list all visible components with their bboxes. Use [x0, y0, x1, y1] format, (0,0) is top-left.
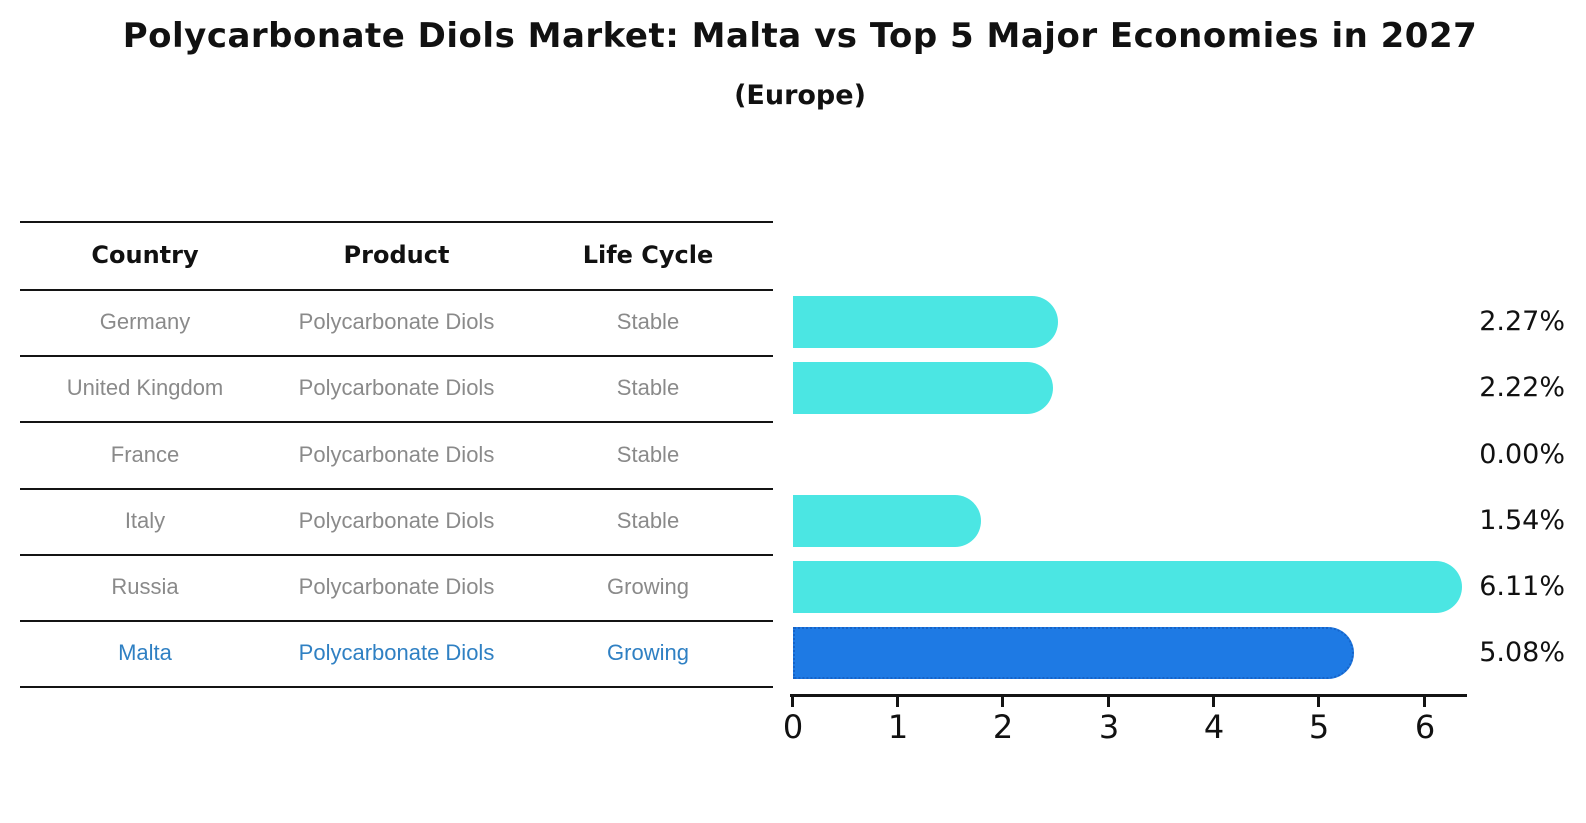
- cell-country: Malta: [118, 640, 172, 665]
- table-rule: [20, 421, 773, 423]
- x-axis-line: [790, 694, 1467, 697]
- x-axis-tick: [1001, 697, 1004, 707]
- value-label: 5.08%: [1479, 637, 1565, 668]
- bar-united-kingdom: [793, 362, 1053, 414]
- table-rule: [20, 488, 773, 490]
- column-header-country: Country: [91, 241, 199, 269]
- table-row: Italy Polycarbonate Diols Stable: [20, 488, 773, 554]
- cell-country: Germany: [99, 309, 191, 334]
- table-rule: [20, 620, 773, 622]
- cell-product: Polycarbonate Diols: [298, 441, 495, 467]
- bar-italy: [793, 495, 981, 547]
- cell-product: Polycarbonate Diols: [298, 375, 495, 400]
- cell-life-cycle: Growing: [607, 640, 689, 665]
- x-axis-tick-label: 1: [887, 708, 909, 746]
- value-label: 2.22%: [1479, 372, 1565, 403]
- x-axis-tick-label: 3: [1098, 708, 1120, 746]
- x-axis-tick: [1212, 697, 1215, 707]
- bar-russia: [793, 561, 1462, 613]
- cell-product: Polycarbonate Diols: [298, 508, 495, 533]
- column-header-product: Product: [343, 241, 450, 269]
- table-row: Russia Polycarbonate Diols Growing: [20, 554, 773, 620]
- table-row: Malta Polycarbonate Diols Growing: [20, 620, 773, 686]
- x-axis-tick: [1423, 697, 1426, 707]
- table-rule: [20, 554, 773, 556]
- table-row: United Kingdom Polycarbonate Diols Stabl…: [20, 355, 773, 421]
- table-row: France Polycarbonate Diols Stable: [20, 421, 773, 488]
- cell-country: Russia: [111, 574, 179, 599]
- x-axis-tick-label: 4: [1203, 708, 1225, 746]
- cell-life-cycle: Stable: [616, 375, 680, 400]
- cell-product: Polycarbonate Diols: [298, 309, 495, 334]
- x-axis-tick-label: 6: [1414, 708, 1436, 746]
- column-header-life-cycle: Life Cycle: [582, 241, 714, 269]
- bar-germany: [793, 296, 1058, 348]
- table-header-row: Country Product Life Cycle: [20, 221, 773, 289]
- cell-product: Polycarbonate Diols: [298, 640, 495, 665]
- cell-life-cycle: Stable: [616, 309, 680, 334]
- cell-country: France: [110, 441, 180, 467]
- page-title: Polycarbonate Diols Market: Malta vs Top…: [122, 16, 1478, 56]
- table-rule: [20, 355, 773, 357]
- table-rule: [20, 221, 773, 223]
- cell-life-cycle: Stable: [616, 441, 680, 467]
- table-row: Germany Polycarbonate Diols Stable: [20, 289, 773, 355]
- value-label: 6.11%: [1479, 571, 1565, 602]
- x-axis-tick-label: 5: [1308, 708, 1330, 746]
- value-label: 2.27%: [1479, 306, 1565, 337]
- value-label: 1.54%: [1479, 505, 1565, 536]
- x-axis-tick: [791, 697, 794, 707]
- x-axis-tick-label: 0: [782, 708, 804, 746]
- bar-malta: [793, 627, 1354, 679]
- x-axis-tick: [896, 697, 899, 707]
- cell-life-cycle: Growing: [607, 574, 689, 599]
- cell-country: Italy: [124, 508, 166, 533]
- x-axis-tick-label: 2: [992, 708, 1014, 746]
- value-label: 0.00%: [1479, 439, 1565, 470]
- cell-life-cycle: Stable: [616, 508, 680, 533]
- cell-country: United Kingdom: [66, 375, 224, 400]
- x-axis-tick: [1107, 697, 1110, 707]
- page-subtitle: (Europe): [734, 80, 866, 111]
- table-rule: [20, 289, 773, 291]
- table-rule: [20, 686, 773, 688]
- x-axis-tick: [1317, 697, 1320, 707]
- cell-product: Polycarbonate Diols: [298, 574, 495, 599]
